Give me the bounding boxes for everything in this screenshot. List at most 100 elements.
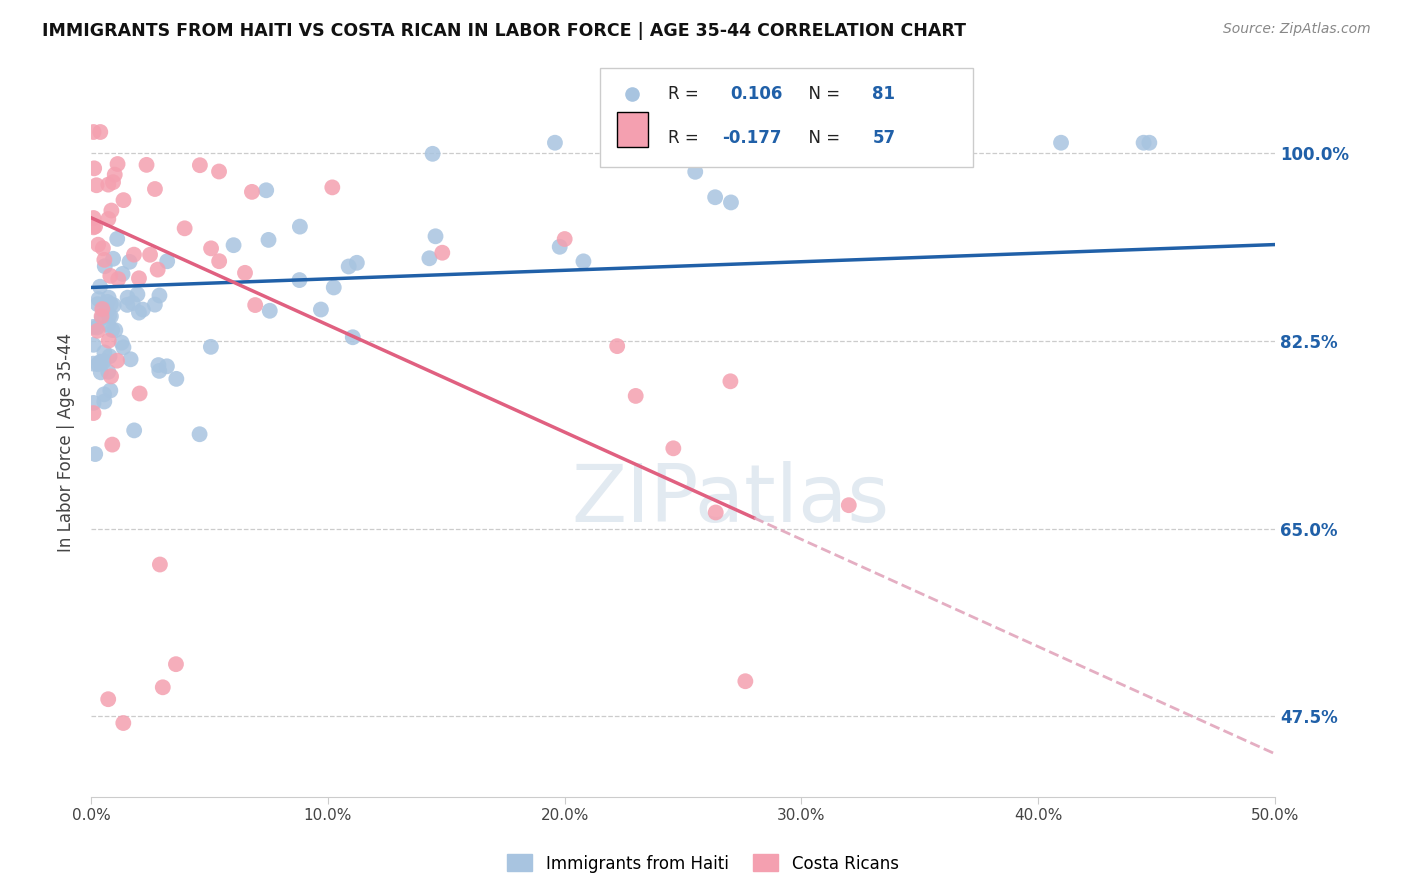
Point: [704, 190, 727, 204]
Point: [93, 394, 115, 409]
Point: [337, 260, 360, 274]
Point: [118, 255, 141, 269]
Point: [548, 240, 571, 254]
Point: [148, 288, 170, 302]
Point: [624, 389, 647, 403]
Point: [432, 245, 454, 260]
Point: [97, 178, 120, 192]
Point: [704, 506, 727, 520]
Point: [98, 309, 121, 323]
Point: [111, 267, 134, 281]
Point: [240, 185, 263, 199]
Point: [97, 692, 120, 706]
Point: [117, 291, 139, 305]
Point: [107, 272, 129, 286]
Point: [156, 254, 179, 268]
Point: [96, 304, 118, 318]
Point: [734, 674, 756, 689]
Point: [97, 212, 120, 227]
Point: [132, 302, 155, 317]
Point: [143, 298, 166, 312]
Point: [103, 298, 125, 312]
Point: [156, 359, 179, 374]
Point: [104, 323, 127, 337]
Point: [208, 254, 231, 268]
Point: [243, 298, 266, 312]
Point: [101, 175, 124, 189]
Point: [89, 355, 111, 369]
Point: [98, 384, 121, 398]
Point: [91, 301, 114, 316]
Point: [112, 340, 135, 354]
Text: IMMIGRANTS FROM HAITI VS COSTA RICAN IN LABOR FORCE | AGE 35-44 CORRELATION CHAR: IMMIGRANTS FROM HAITI VS COSTA RICAN IN …: [42, 22, 966, 40]
Point: [718, 374, 741, 388]
Point: [97, 318, 120, 332]
Point: [86, 320, 108, 334]
Point: [838, 136, 860, 150]
Point: [98, 268, 121, 283]
Point: [342, 330, 364, 344]
Text: 57: 57: [873, 128, 896, 146]
Y-axis label: In Labor Force | Age 35-44: In Labor Force | Age 35-44: [58, 334, 75, 552]
Point: [346, 256, 368, 270]
Point: [87, 292, 110, 306]
Point: [101, 323, 124, 337]
Point: [93, 387, 115, 401]
Point: [83, 220, 105, 235]
Point: [554, 232, 576, 246]
Point: [143, 182, 166, 196]
Text: 81: 81: [873, 85, 896, 103]
Point: [200, 340, 222, 354]
Point: [1137, 136, 1160, 150]
Point: [97, 334, 120, 348]
Point: [1132, 136, 1154, 150]
Point: [83, 161, 105, 176]
Point: [122, 247, 145, 261]
Point: [110, 335, 132, 350]
Point: [188, 158, 211, 172]
Point: [128, 305, 150, 319]
Point: [83, 357, 105, 371]
Point: [121, 296, 143, 310]
Point: [100, 310, 122, 324]
Point: [91, 241, 114, 255]
Point: [683, 165, 706, 179]
Point: [90, 365, 112, 379]
Point: [827, 136, 849, 150]
Point: [93, 354, 115, 368]
Text: N =: N =: [797, 85, 845, 103]
Point: [84, 219, 107, 234]
Point: [83, 406, 105, 420]
Point: [100, 369, 122, 384]
Point: [93, 345, 115, 359]
Point: [83, 338, 105, 352]
Point: [83, 319, 105, 334]
Point: [233, 266, 256, 280]
Point: [83, 211, 105, 225]
Text: -0.177: -0.177: [723, 128, 782, 146]
Point: [309, 302, 332, 317]
Text: Source: ZipAtlas.com: Source: ZipAtlas.com: [1223, 22, 1371, 37]
Point: [288, 219, 311, 234]
Text: N =: N =: [797, 128, 845, 146]
Point: [818, 136, 841, 150]
Point: [97, 365, 120, 379]
Point: [720, 195, 742, 210]
Point: [86, 324, 108, 338]
Point: [94, 259, 117, 273]
Point: [90, 311, 112, 326]
Point: [89, 279, 111, 293]
Point: [165, 657, 187, 672]
FancyBboxPatch shape: [617, 112, 648, 147]
Point: [544, 136, 567, 150]
Legend: Immigrants from Haiti, Costa Ricans: Immigrants from Haiti, Costa Ricans: [501, 847, 905, 880]
Text: R =: R =: [668, 128, 703, 146]
Point: [120, 352, 142, 367]
Point: [148, 364, 170, 378]
Point: [86, 297, 108, 311]
Point: [97, 291, 120, 305]
Point: [105, 353, 128, 368]
Point: [112, 716, 135, 731]
Point: [148, 358, 170, 372]
Point: [165, 372, 187, 386]
